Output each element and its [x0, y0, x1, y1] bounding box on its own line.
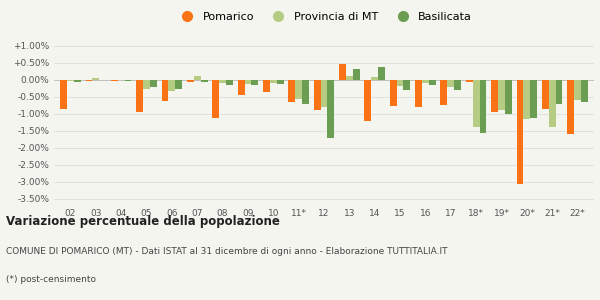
- Bar: [74, 80, 81, 82]
- Bar: [150, 80, 157, 87]
- Bar: [415, 80, 422, 107]
- Bar: [479, 80, 487, 133]
- Bar: [226, 80, 233, 85]
- Bar: [549, 80, 556, 127]
- Bar: [378, 67, 385, 80]
- Bar: [371, 77, 378, 80]
- Text: COMUNE DI POMARICO (MT) - Dati ISTAT al 31 dicembre di ogni anno - Elaborazione : COMUNE DI POMARICO (MT) - Dati ISTAT al …: [6, 248, 448, 256]
- Bar: [270, 80, 277, 83]
- Bar: [328, 80, 334, 138]
- Bar: [473, 80, 479, 128]
- Bar: [581, 80, 588, 102]
- Bar: [169, 80, 175, 91]
- Bar: [505, 80, 512, 114]
- Bar: [353, 69, 359, 80]
- Bar: [219, 80, 226, 83]
- Bar: [212, 80, 219, 118]
- Bar: [498, 80, 505, 110]
- Bar: [429, 80, 436, 85]
- Bar: [491, 80, 498, 112]
- Bar: [187, 80, 194, 82]
- Bar: [567, 80, 574, 134]
- Bar: [339, 64, 346, 80]
- Bar: [422, 80, 429, 83]
- Bar: [238, 80, 245, 95]
- Legend: Pomarico, Provincia di MT, Basilicata: Pomarico, Provincia di MT, Basilicata: [173, 8, 475, 25]
- Bar: [448, 80, 454, 87]
- Text: Variazione percentuale della popolazione: Variazione percentuale della popolazione: [6, 214, 280, 227]
- Bar: [175, 80, 182, 89]
- Bar: [517, 80, 523, 184]
- Bar: [194, 76, 200, 80]
- Bar: [200, 80, 208, 82]
- Bar: [86, 80, 92, 81]
- Bar: [295, 80, 302, 98]
- Text: (*) post-censimento: (*) post-censimento: [6, 274, 96, 284]
- Bar: [111, 80, 118, 81]
- Bar: [530, 80, 537, 118]
- Bar: [556, 80, 562, 104]
- Bar: [523, 80, 530, 119]
- Bar: [277, 80, 284, 84]
- Bar: [542, 80, 549, 109]
- Bar: [302, 80, 309, 104]
- Bar: [136, 80, 143, 112]
- Bar: [320, 80, 328, 107]
- Bar: [454, 80, 461, 90]
- Bar: [263, 80, 270, 92]
- Bar: [251, 80, 258, 85]
- Bar: [364, 80, 371, 121]
- Bar: [403, 80, 410, 90]
- Bar: [92, 78, 99, 80]
- Bar: [574, 80, 581, 100]
- Bar: [397, 80, 403, 86]
- Bar: [314, 80, 320, 110]
- Bar: [143, 80, 150, 89]
- Bar: [440, 80, 448, 105]
- Bar: [390, 80, 397, 106]
- Bar: [346, 76, 353, 80]
- Bar: [289, 80, 295, 102]
- Bar: [60, 80, 67, 109]
- Bar: [161, 80, 169, 101]
- Bar: [466, 80, 473, 82]
- Bar: [245, 80, 251, 84]
